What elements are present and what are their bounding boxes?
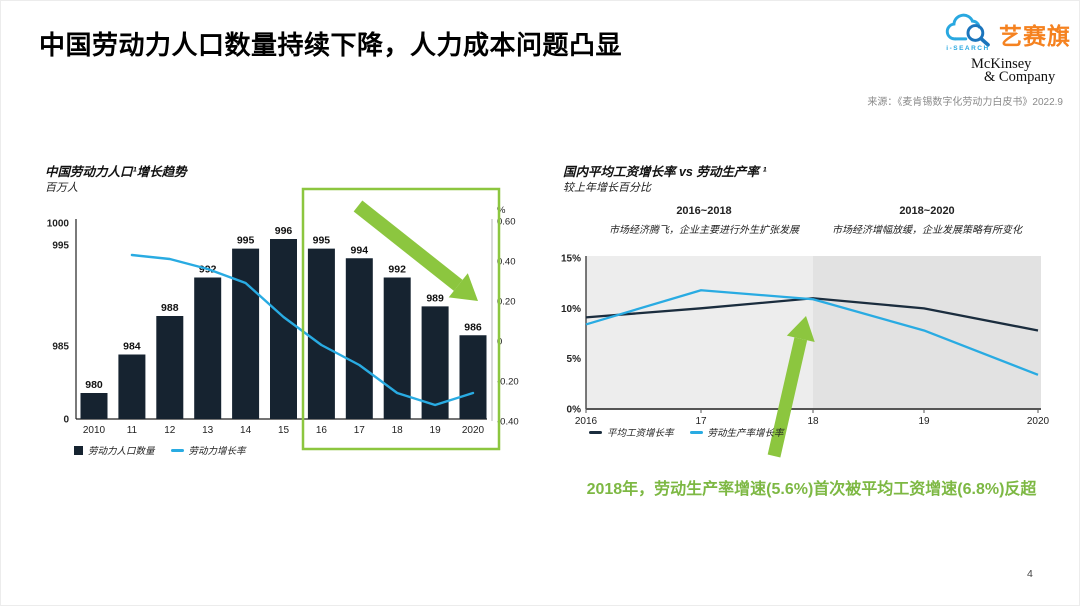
mckinsey-logo-line1: McKinsey	[971, 56, 1032, 72]
y-axis-tick: 10%	[561, 304, 581, 315]
x-axis-label: 14	[240, 425, 252, 436]
x-axis-label: 2020	[1027, 416, 1050, 427]
page-number: 4	[1027, 568, 1033, 580]
key-insight-annotation: 2018年，劳动生产率增速(5.6%)首次被平均工资增速(6.8%)反超	[586, 481, 1037, 498]
bar-value-label: 989	[426, 292, 444, 304]
wage-line-swatch-icon	[589, 430, 602, 434]
bar-value-label: 995	[313, 235, 331, 247]
wage-vs-productivity-plot: 15% 10% 5% 0%2016 17 18 19 2020	[561, 254, 1050, 458]
bar-16	[307, 248, 335, 419]
labor-population-chart: 1000 995 985 0% 0.60 0.40 0.20 0 -0.20 -0.40 980 20…	[41, 161, 546, 476]
right-axis-unit: %	[497, 205, 506, 216]
left-axis-tick: 985	[52, 342, 69, 353]
x-axis-label: 17	[354, 425, 366, 436]
bar-14	[232, 248, 260, 419]
period-1-label: 2016~2018	[676, 205, 732, 217]
bar-11	[118, 354, 146, 419]
right-chart-legend: 平均工资增长率 劳动生产率增长率	[589, 425, 784, 439]
x-axis-label: 13	[202, 425, 214, 436]
x-axis-label: 18	[807, 416, 819, 427]
bar-value-label: 988	[161, 302, 179, 314]
period-1-desc: 市场经济腾飞，企业主要进行外生扩张发展	[609, 225, 799, 236]
bar-value-label: 994	[351, 244, 369, 256]
y-axis-tick: 15%	[561, 254, 581, 265]
x-axis-label: 12	[164, 425, 176, 436]
isearch-cloud-search-icon	[945, 13, 990, 47]
bar-value-label: 995	[237, 235, 255, 247]
bar-swatch-icon	[74, 445, 83, 455]
right-chart-subtitle: 较上年增长百分比	[563, 182, 651, 194]
mckinsey-logo: McKinsey & Company	[971, 56, 1066, 85]
legend-label-population: 劳动力人口数量	[88, 446, 155, 457]
decline-arrow	[353, 200, 478, 301]
bar-2020	[459, 335, 487, 419]
mckinsey-logo-line2: & Company	[984, 68, 1056, 85]
x-axis-label: 16	[316, 425, 328, 436]
left-chart-title: 中国劳动力人口¹增长趋势	[45, 165, 187, 179]
highlight-box	[301, 187, 501, 451]
yisaiqi-brand-text: 艺赛旗	[999, 23, 1071, 49]
period-shading-2016-2018	[586, 256, 813, 409]
x-axis-label: 2010	[83, 425, 106, 436]
x-axis-label: 15	[278, 425, 290, 436]
legend-item-wage: 平均工资增长率	[589, 425, 674, 439]
left-chart-unit: 百万人	[45, 182, 78, 194]
wage-vs-productivity-chart: 15% 10% 5% 0% 2016 17 18 19 2020 国内平均工资增长率 vs 劳动…	[559, 161, 1079, 496]
y-axis-tick: 5%	[567, 354, 582, 365]
x-axis-label: 2016	[575, 416, 598, 427]
left-axis-tick: 1000	[47, 219, 70, 230]
bar-19	[421, 306, 449, 419]
bar-13	[194, 277, 222, 419]
bar-value-label: 980	[85, 379, 103, 391]
bar-18	[383, 277, 411, 419]
bar-12	[156, 316, 184, 419]
right-axis-tick: -0.40	[497, 417, 519, 428]
x-axis-label: 11	[127, 425, 138, 436]
bar-17	[345, 258, 373, 419]
x-axis-label: 18	[392, 425, 404, 436]
legend-item-population: 劳动力人口数量	[74, 443, 155, 457]
bar-2010	[80, 393, 108, 419]
bar-value-label: 986	[464, 321, 482, 333]
bar-value-label: 996	[275, 225, 293, 237]
legend-item-productivity: 劳动生产率增长率	[689, 425, 784, 439]
right-axis-tick: 0.60	[497, 217, 516, 228]
y-axis-tick: 0%	[567, 405, 582, 416]
legend-item-growth-rate: 劳动力增长率	[170, 443, 246, 457]
line-swatch-icon	[170, 448, 184, 452]
productivity-line-swatch-icon	[689, 430, 703, 434]
x-axis-label: 17	[695, 416, 707, 427]
period-2016-2018: 2016~2018 市场经济腾飞，企业主要进行外生扩张发展	[599, 205, 809, 236]
labor-population-plot: 10009959850%0.600.400.200-0.20-0.4098020…	[47, 187, 519, 451]
right-chart-title: 国内平均工资增长率 vs 劳动生产率 ¹	[563, 165, 767, 179]
x-axis-label: 2020	[462, 425, 485, 436]
population-bars: 980 2010 984 11 988 12 992 13 995 14 996 15 995 16 994…	[80, 225, 487, 436]
bar-15	[270, 239, 297, 419]
right-axis-tick: 0.20	[497, 297, 516, 308]
right-axis-tick: 0.40	[497, 257, 516, 268]
period-2018-2020: 2018~2020 市场经济增幅放缓，企业发展策略有所变化	[815, 205, 1039, 236]
right-axis-tick: -0.20	[497, 377, 519, 388]
isearch-wordmark: i-SEARCH	[946, 45, 990, 52]
period-2-desc: 市场经济增幅放缓，企业发展策略有所变化	[832, 225, 1022, 236]
bar-value-label: 992	[388, 264, 406, 276]
bar-value-label: 984	[123, 341, 141, 353]
x-axis-label: 19	[918, 416, 930, 427]
left-axis-tick: 0	[63, 415, 69, 426]
period-2-label: 2018~2020	[899, 205, 955, 217]
legend-label-productivity: 劳动生产率增长率	[707, 428, 784, 439]
x-axis-label: 19	[430, 425, 442, 436]
left-chart-legend: 劳动力人口数量 劳动力增长率	[74, 443, 246, 457]
productivity-growth-line	[585, 289, 1039, 376]
source-citation: 来源：《麦肯锡数字化劳动力白皮书》2022.9	[867, 97, 1063, 108]
slide-title: 中国劳动力人口数量持续下降，人力成本问题凸显	[39, 30, 623, 60]
legend-label-wage: 平均工资增长率	[607, 428, 674, 439]
overtake-arrow	[767, 316, 815, 458]
left-axis-tick: 995	[52, 241, 69, 252]
legend-label-growth-rate: 劳动力增长率	[188, 446, 246, 457]
